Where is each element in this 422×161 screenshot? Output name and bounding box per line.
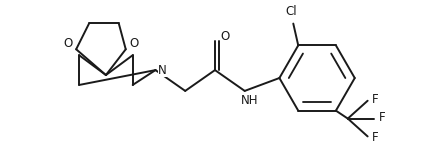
Text: F: F	[379, 111, 386, 124]
Text: N: N	[158, 64, 167, 77]
Text: O: O	[129, 37, 138, 50]
Text: F: F	[372, 93, 379, 106]
Text: Cl: Cl	[286, 5, 297, 18]
Text: O: O	[220, 30, 230, 43]
Text: O: O	[64, 37, 73, 50]
Text: F: F	[372, 131, 379, 144]
Text: NH: NH	[241, 94, 258, 107]
